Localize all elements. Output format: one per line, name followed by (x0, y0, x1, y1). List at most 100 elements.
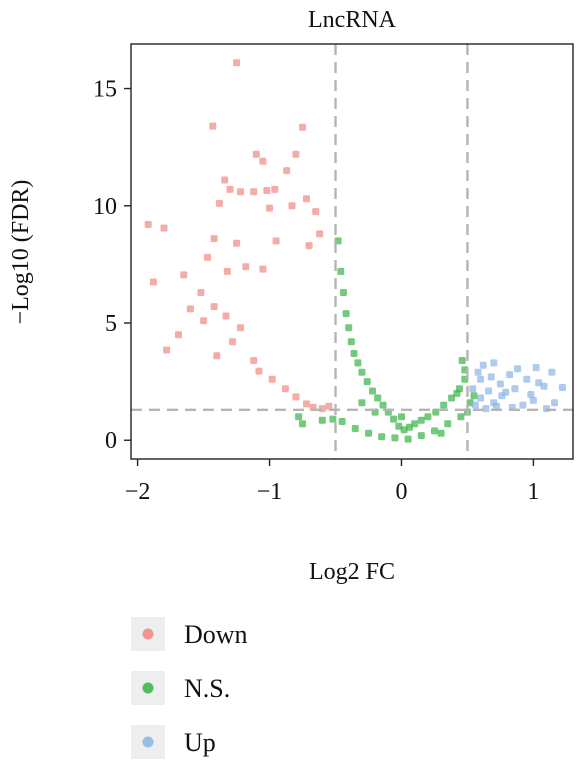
y-tick-label: 10 (93, 194, 117, 220)
point-down (263, 187, 271, 194)
point-up (469, 385, 477, 393)
point-up (529, 396, 537, 404)
point-up (493, 402, 500, 410)
point-down (229, 338, 237, 346)
point-up (527, 391, 535, 398)
point-n-s (342, 310, 350, 318)
point-up (479, 361, 487, 369)
legend-swatch-n-s (142, 682, 154, 694)
point-up (502, 388, 510, 396)
point-n-s (358, 399, 366, 407)
point-down (210, 303, 218, 311)
point-down (283, 167, 291, 175)
point-down (204, 253, 211, 261)
point-n-s (453, 389, 461, 397)
point-n-s (457, 413, 465, 421)
points-layer (144, 59, 566, 443)
point-up (490, 359, 498, 367)
point-n-s (448, 394, 456, 402)
point-n-s (437, 429, 445, 437)
point-n-s (405, 423, 413, 431)
point-up (519, 401, 527, 409)
point-up (477, 375, 485, 383)
point-down (209, 122, 217, 130)
y-tick-label: 0 (105, 428, 117, 454)
point-n-s (374, 394, 382, 402)
point-down (303, 400, 310, 408)
point-n-s (417, 416, 425, 424)
x-axis-label: Log2 FC (309, 559, 395, 585)
y-tick-label: 15 (93, 77, 117, 103)
point-n-s (354, 359, 362, 367)
point-down (292, 393, 300, 401)
point-up (523, 375, 531, 383)
point-up (487, 373, 495, 381)
point-up (535, 379, 543, 387)
x-tick-label: −2 (125, 479, 151, 505)
point-down (223, 267, 231, 275)
point-down (305, 242, 313, 250)
point-down (316, 230, 324, 238)
point-up (548, 368, 556, 376)
x-tick-label: 1 (527, 479, 539, 505)
point-down (272, 237, 280, 245)
point-n-s (417, 432, 425, 440)
point-down (160, 224, 168, 232)
y-tick-label: 5 (105, 311, 117, 337)
point-down (226, 185, 234, 193)
point-down (221, 176, 229, 184)
point-n-s (365, 429, 372, 437)
point-down (259, 265, 267, 273)
point-down (149, 278, 157, 286)
point-down (250, 188, 258, 196)
point-down (215, 199, 223, 207)
x-tick-label: −1 (257, 479, 283, 505)
point-down (222, 312, 230, 320)
legend-swatch-up (142, 736, 154, 748)
point-down (200, 317, 208, 325)
legend-label-n-s: N.S. (184, 674, 230, 703)
point-down (266, 204, 273, 212)
point-n-s (390, 415, 398, 423)
point-n-s (329, 415, 337, 423)
point-down (288, 202, 296, 210)
point-down (186, 305, 194, 313)
point-n-s (411, 420, 419, 428)
point-up (511, 385, 519, 393)
legend-swatch-down (142, 628, 154, 640)
point-down (237, 324, 244, 332)
point-n-s (378, 433, 386, 441)
point-n-s (337, 267, 345, 275)
point-n-s (404, 435, 412, 443)
point-n-s (470, 392, 478, 400)
point-n-s (391, 434, 399, 442)
point-up (532, 364, 540, 372)
point-n-s (347, 338, 355, 346)
point-n-s (318, 416, 326, 424)
point-down (271, 185, 279, 193)
point-up (558, 384, 566, 391)
point-n-s (351, 425, 359, 432)
plot-frame (130, 43, 574, 460)
point-down (268, 375, 276, 383)
point-down (144, 221, 152, 228)
chart-title: LncRNA (308, 7, 397, 33)
point-up (477, 394, 485, 402)
point-down (197, 289, 205, 296)
point-n-s (345, 324, 353, 332)
point-n-s (350, 350, 358, 357)
point-up (514, 365, 522, 373)
legend: Down N.S. Up (131, 617, 248, 759)
point-up (496, 380, 504, 388)
point-n-s (379, 401, 387, 409)
point-n-s (398, 413, 405, 421)
point-n-s (431, 427, 438, 435)
point-n-s (299, 420, 306, 428)
point-n-s (358, 368, 366, 376)
point-down (233, 239, 241, 247)
point-down (237, 188, 244, 196)
point-up (482, 405, 490, 413)
point-down (299, 123, 306, 131)
